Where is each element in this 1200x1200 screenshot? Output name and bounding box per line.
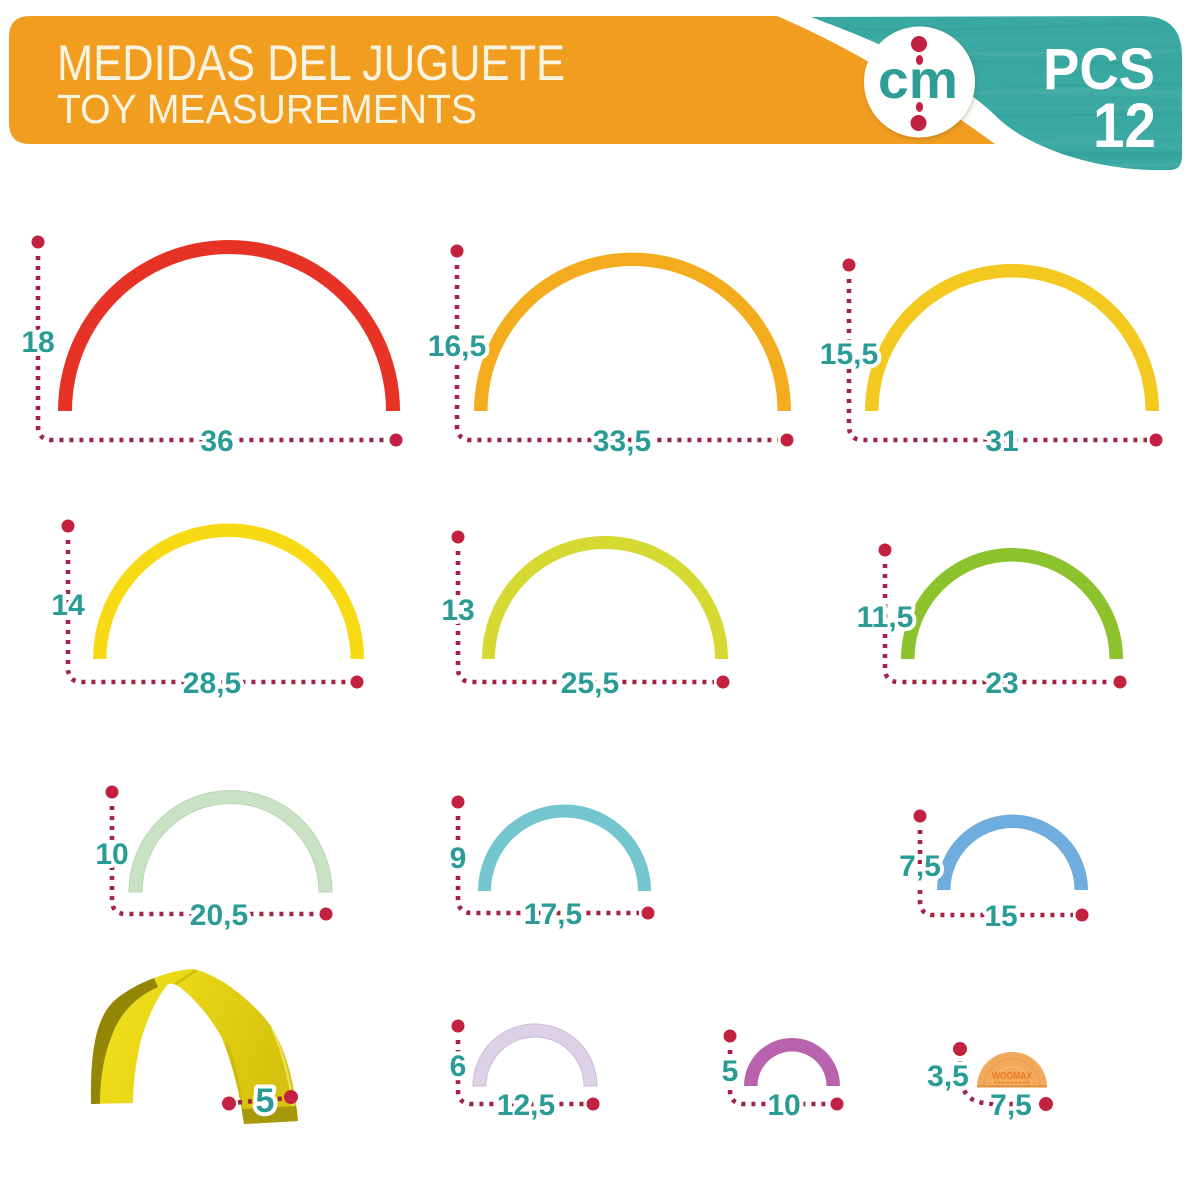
svg-text:28,5: 28,5 <box>183 667 241 700</box>
svg-text:23: 23 <box>985 667 1018 700</box>
svg-text:20,5: 20,5 <box>190 899 248 932</box>
svg-text:15,5: 15,5 <box>820 338 878 371</box>
svg-text:TOY MEASUREMENTS: TOY MEASUREMENTS <box>57 86 477 132</box>
svg-text:6: 6 <box>450 1050 467 1083</box>
svg-text:14: 14 <box>51 589 85 622</box>
svg-text:18: 18 <box>21 326 54 359</box>
svg-text:3,5: 3,5 <box>927 1060 969 1093</box>
svg-text:5: 5 <box>722 1055 739 1088</box>
svg-text:MEDIDAS DEL JUGUETE: MEDIDAS DEL JUGUETE <box>57 35 565 91</box>
svg-text:5: 5 <box>256 1082 275 1120</box>
svg-text:10: 10 <box>95 838 128 871</box>
svg-text:16,5: 16,5 <box>428 330 486 363</box>
svg-text:17,5: 17,5 <box>524 898 582 931</box>
svg-text:25,5: 25,5 <box>561 667 619 700</box>
svg-text:10: 10 <box>767 1089 800 1122</box>
svg-text:12,5: 12,5 <box>497 1089 555 1122</box>
svg-text:WOOMAX: WOOMAX <box>992 1070 1032 1082</box>
svg-text:7,5: 7,5 <box>990 1089 1032 1122</box>
svg-text:31: 31 <box>985 425 1018 458</box>
svg-text:cm: cm <box>878 50 958 110</box>
svg-text:12: 12 <box>1093 91 1156 161</box>
svg-text:PCS: PCS <box>1043 37 1155 102</box>
svg-text:13: 13 <box>441 594 474 627</box>
svg-text:33,5: 33,5 <box>593 425 651 458</box>
svg-text:11,5: 11,5 <box>857 601 914 634</box>
svg-text:36: 36 <box>200 425 233 458</box>
svg-text:15: 15 <box>984 900 1017 933</box>
svg-text:9: 9 <box>450 842 467 875</box>
svg-text:7,5: 7,5 <box>899 850 941 883</box>
